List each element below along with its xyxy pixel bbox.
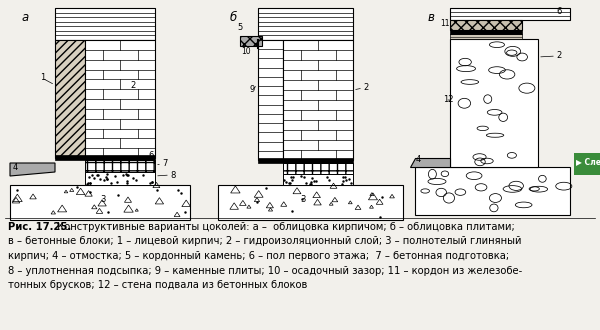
Text: 2: 2 xyxy=(556,50,561,59)
Text: 4: 4 xyxy=(13,163,18,173)
Text: б: б xyxy=(230,11,237,24)
Bar xyxy=(258,8,353,40)
Bar xyxy=(258,40,283,160)
Text: 12: 12 xyxy=(443,95,454,105)
Text: тонных брусков; 12 – стена подвала из бетонных блоков: тонных брусков; 12 – стена подвала из бе… xyxy=(8,280,307,290)
Bar xyxy=(85,172,155,185)
Text: кирпич; 4 – отмостка; 5 – кордонный камень; 6 – пол первого этажа;  7 – бетонная: кирпич; 4 – отмостка; 5 – кордонный каме… xyxy=(8,251,509,261)
Text: 8: 8 xyxy=(170,171,175,180)
Text: 9: 9 xyxy=(249,85,254,94)
Text: 7: 7 xyxy=(162,158,167,168)
Text: 11: 11 xyxy=(440,18,449,27)
Bar xyxy=(450,20,522,30)
Bar xyxy=(85,40,155,158)
Bar xyxy=(85,160,155,172)
Bar xyxy=(55,40,85,158)
Bar xyxy=(574,153,600,175)
Polygon shape xyxy=(10,163,55,176)
Text: Рис. 17.25.: Рис. 17.25. xyxy=(8,222,71,232)
Bar xyxy=(55,8,155,40)
Text: 5: 5 xyxy=(237,23,242,32)
Bar xyxy=(283,163,353,174)
Bar xyxy=(283,40,353,160)
Bar xyxy=(55,155,155,160)
Text: 6: 6 xyxy=(556,7,562,16)
Text: 6: 6 xyxy=(148,150,154,159)
Text: 3: 3 xyxy=(100,195,106,205)
Bar xyxy=(218,185,403,220)
Bar xyxy=(240,36,262,46)
Text: 1: 1 xyxy=(40,74,45,82)
Bar xyxy=(415,167,570,215)
Text: 10: 10 xyxy=(241,48,251,56)
Text: 2: 2 xyxy=(363,83,368,92)
Bar xyxy=(258,158,353,163)
Text: а: а xyxy=(22,11,29,24)
Text: Конструктивные варианты цоколей: а –  облицовка кирпичом; б – облицовка плитами;: Конструктивные варианты цоколей: а – обл… xyxy=(53,222,514,232)
Text: в: в xyxy=(428,11,435,24)
Text: ▶ Сле: ▶ Сле xyxy=(576,157,600,166)
Bar xyxy=(10,185,190,220)
Text: 4: 4 xyxy=(416,155,421,164)
Text: 3: 3 xyxy=(300,195,305,205)
Text: 8 – уплотненная подсыпка; 9 – каменные плиты; 10 – осадочный зазор; 11 – кордон : 8 – уплотненная подсыпка; 9 – каменные п… xyxy=(8,266,522,276)
Polygon shape xyxy=(410,158,450,167)
Text: 2: 2 xyxy=(130,81,135,89)
Bar xyxy=(450,39,538,167)
Bar xyxy=(450,8,570,20)
Text: в – бетонные блоки; 1 – лицевой кирпич; 2 – гидроизоляционный слой; 3 – полнотел: в – бетонные блоки; 1 – лицевой кирпич; … xyxy=(8,237,521,247)
Bar xyxy=(450,34,522,39)
Bar xyxy=(450,30,522,34)
Bar xyxy=(283,174,353,185)
